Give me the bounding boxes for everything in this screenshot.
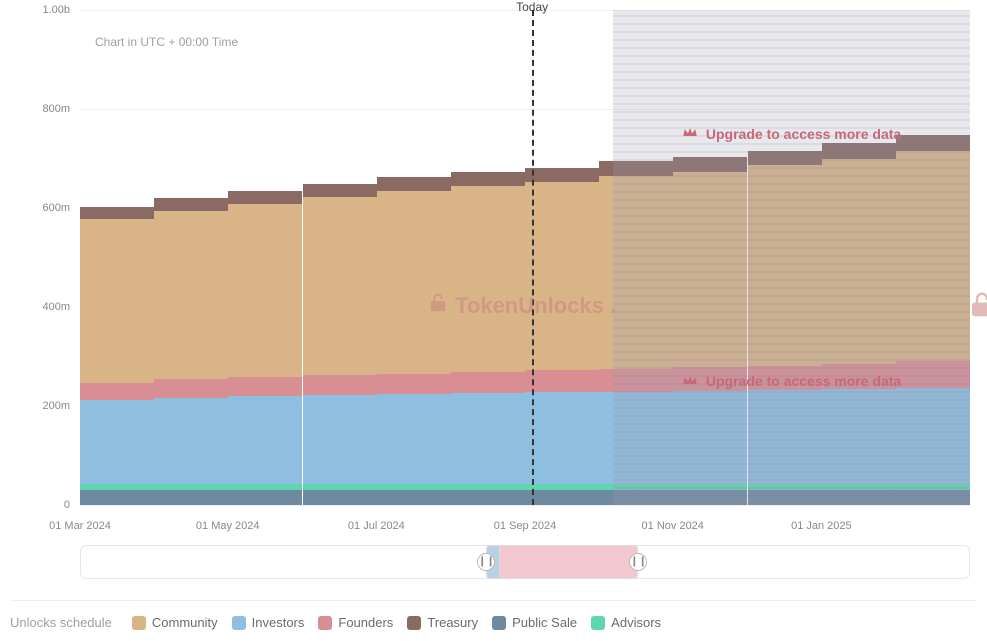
series-segment (80, 207, 154, 219)
scrubber-window-inner[interactable] (499, 545, 638, 579)
x-axis-label: 01 Mar 2024 (49, 520, 111, 532)
series-segment (80, 490, 154, 505)
y-axis-label: 600m (30, 202, 70, 214)
legend-item[interactable]: Advisors (591, 615, 661, 630)
series-segment (525, 392, 599, 484)
x-axis-label: 01 Nov 2024 (642, 520, 704, 532)
legend-title: Unlocks schedule (10, 615, 112, 630)
series-segment (377, 374, 451, 394)
upgrade-cta-bottom[interactable]: Upgrade to access more data (682, 373, 901, 390)
upgrade-text: Upgrade to access more data (706, 126, 901, 142)
legend: Unlocks schedule Community Investors Found… (10, 615, 661, 630)
series-segment (451, 484, 525, 490)
x-axis-label: 01 May 2024 (196, 520, 260, 532)
series-segment (525, 490, 599, 505)
legend-label: Treasury (427, 615, 478, 630)
legend-label: Public Sale (512, 615, 577, 630)
x-axis-label: 01 Jul 2024 (348, 520, 405, 532)
series-segment (451, 393, 525, 484)
series-segment (377, 490, 451, 505)
legend-item[interactable]: Founders (318, 615, 393, 630)
scrubber-handle-left[interactable]: ❙❙ (477, 553, 495, 571)
locked-overlay[interactable]: Upgrade to access more data Upgrade to a… (613, 10, 970, 505)
series-segment (303, 184, 377, 197)
series-segment (303, 490, 377, 505)
series-segment (303, 484, 377, 490)
upgrade-cta-top[interactable]: Upgrade to access more data (682, 125, 901, 142)
section-divider (10, 600, 977, 601)
x-axis-label: 01 Sep 2024 (494, 520, 556, 532)
series-segment (154, 198, 228, 211)
series-segment (228, 204, 302, 377)
series-segment (80, 383, 154, 400)
y-axis-label: 0 (30, 499, 70, 511)
legend-item[interactable]: Community (132, 615, 218, 630)
series-segment (228, 191, 302, 204)
crown-icon (682, 125, 698, 142)
y-axis-label: 200m (30, 400, 70, 412)
series-segment (451, 372, 525, 393)
series-segment (525, 168, 599, 182)
lock-icon-side (967, 290, 987, 328)
legend-swatch (492, 616, 506, 630)
series-segment (154, 484, 228, 490)
series-segment (80, 219, 154, 382)
legend-label: Investors (252, 615, 305, 630)
series-segment (451, 490, 525, 505)
series-segment (377, 484, 451, 490)
legend-item[interactable]: Public Sale (492, 615, 577, 630)
scrubber-handle-right[interactable]: ❙❙ (629, 553, 647, 571)
series-segment (377, 394, 451, 484)
watermark-brand: TokenUnlocks . (427, 292, 616, 320)
series-segment (377, 191, 451, 374)
legend-label: Advisors (611, 615, 661, 630)
series-segment (154, 490, 228, 505)
series-segment (525, 182, 599, 370)
series-segment (451, 172, 525, 186)
series-segment (228, 377, 302, 396)
series-segment (154, 398, 228, 485)
legend-swatch (591, 616, 605, 630)
upgrade-text: Upgrade to access more data (706, 373, 901, 389)
legend-swatch (318, 616, 332, 630)
series-segment (154, 211, 228, 379)
legend-swatch (407, 616, 421, 630)
legend-swatch (132, 616, 146, 630)
y-axis-label: 400m (30, 301, 70, 313)
series-segment (80, 400, 154, 484)
legend-item[interactable]: Investors (232, 615, 305, 630)
legend-swatch (232, 616, 246, 630)
legend-label: Founders (338, 615, 393, 630)
y-axis-label: 800m (30, 103, 70, 115)
today-divider-line (532, 10, 534, 505)
watermark-text: TokenUnlocks (455, 293, 604, 319)
series-segment (80, 484, 154, 490)
series-segment (303, 197, 377, 375)
legend-item[interactable]: Treasury (407, 615, 478, 630)
series-segment (303, 375, 377, 395)
x-axis-label: 01 Jan 2025 (791, 520, 852, 532)
series-segment (451, 186, 525, 372)
series-segment (303, 395, 377, 484)
series-segment (525, 370, 599, 392)
lock-icon (427, 292, 449, 320)
gridline (80, 505, 970, 506)
y-axis-label: 1.00b (30, 4, 70, 16)
legend-label: Community (152, 615, 218, 630)
series-segment (228, 484, 302, 490)
series-segment (228, 396, 302, 484)
crown-icon (682, 373, 698, 390)
series-segment (154, 379, 228, 397)
series-segment (228, 490, 302, 505)
time-scrubber[interactable]: ❙❙ ❙❙ (80, 545, 970, 579)
series-segment (525, 484, 599, 490)
series-segment (377, 177, 451, 191)
